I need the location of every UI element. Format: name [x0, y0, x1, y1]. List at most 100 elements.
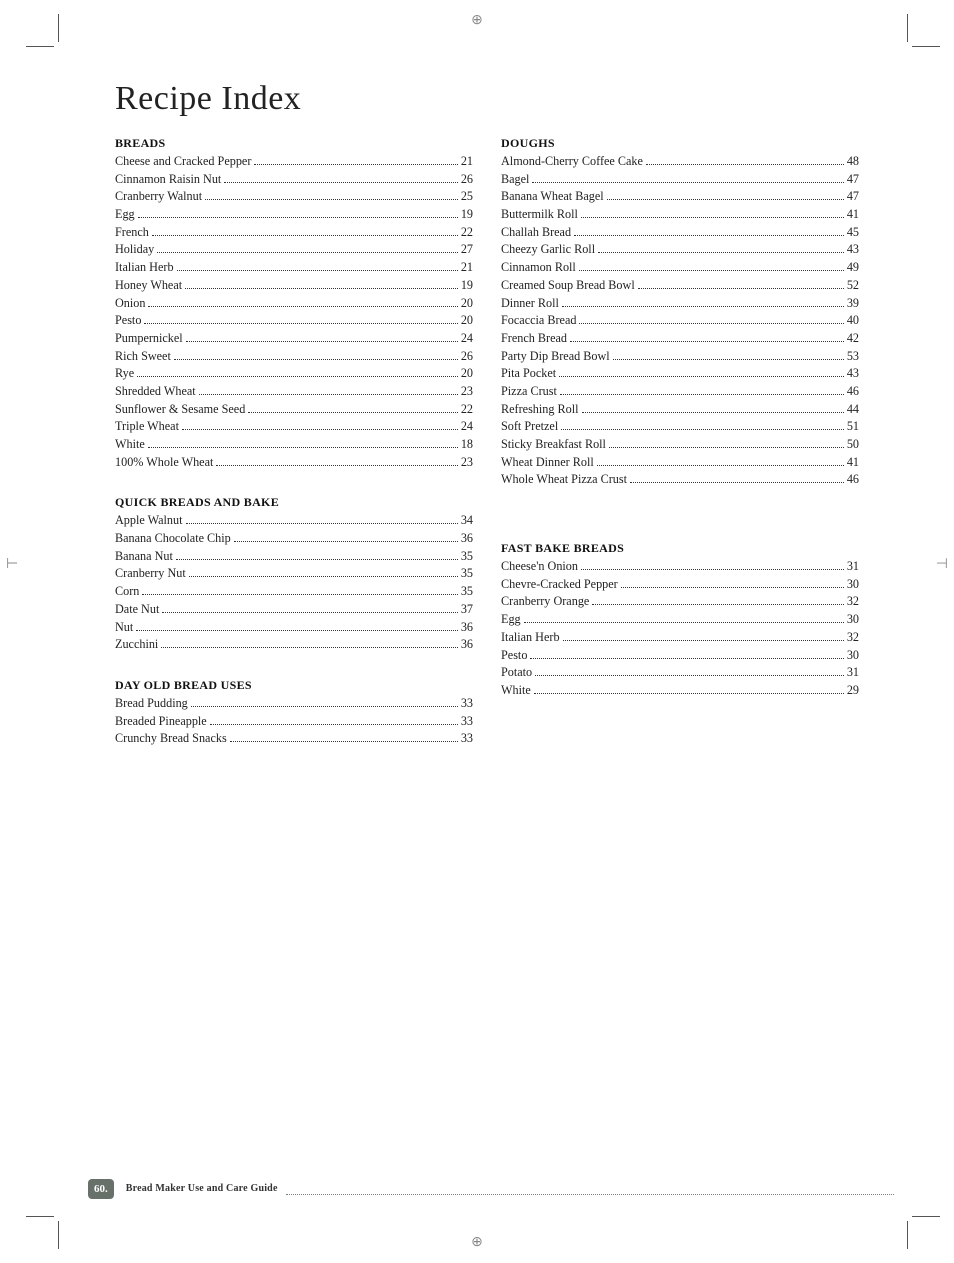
entry-page: 23 — [461, 383, 473, 401]
index-entry: Bagel47 — [501, 171, 859, 189]
entry-page: 41 — [847, 454, 859, 472]
index-entry: Cheese'n Onion31 — [501, 558, 859, 576]
entry-label: Pesto — [115, 312, 141, 330]
leader-dots — [582, 412, 844, 413]
entry-label: White — [501, 682, 531, 700]
leader-dots — [182, 429, 458, 430]
entry-label: Cranberry Walnut — [115, 188, 202, 206]
index-entry: Egg19 — [115, 206, 473, 224]
index-entry: Cheese and Cracked Pepper21 — [115, 153, 473, 171]
index-entry: Rye20 — [115, 365, 473, 383]
leader-dots — [189, 576, 458, 577]
entry-page: 36 — [461, 530, 473, 548]
page-footer: 60. Bread Maker Use and Care Guide — [88, 1179, 894, 1199]
entry-page: 35 — [461, 583, 473, 601]
entry-page: 20 — [461, 312, 473, 330]
index-entry: Banana Wheat Bagel47 — [501, 188, 859, 206]
entry-label: French Bread — [501, 330, 567, 348]
entry-page: 18 — [461, 436, 473, 454]
leader-dots — [534, 693, 844, 694]
leader-dots — [524, 622, 844, 623]
leader-dots — [186, 523, 458, 524]
index-entry: Italian Herb 32 — [501, 629, 859, 647]
entry-page: 30 — [847, 647, 859, 665]
index-entry: Refreshing Roll44 — [501, 401, 859, 419]
right-column: DOUGHSAlmond-Cherry Coffee Cake48Bagel47… — [501, 136, 859, 748]
leader-dots — [248, 412, 457, 413]
index-entry: 100% Whole Wheat23 — [115, 454, 473, 472]
entry-label: Creamed Soup Bread Bowl — [501, 277, 635, 295]
leader-dots — [535, 675, 844, 676]
entry-label: Nut — [115, 619, 133, 637]
leader-dots — [216, 465, 457, 466]
crop-mark — [902, 1211, 930, 1239]
leader-dots — [185, 288, 458, 289]
entry-label: Focaccia Bread — [501, 312, 576, 330]
entry-page: 34 — [461, 512, 473, 530]
entry-label: Potato — [501, 664, 532, 682]
leader-dots — [230, 741, 458, 742]
entry-label: Date Nut — [115, 601, 159, 619]
entry-label: Banana Wheat Bagel — [501, 188, 604, 206]
index-entry: Nut 36 — [115, 619, 473, 637]
index-entry: Potato31 — [501, 664, 859, 682]
entry-label: Cinnamon Raisin Nut — [115, 171, 221, 189]
entry-page: 20 — [461, 295, 473, 313]
index-entry: Pita Pocket43 — [501, 365, 859, 383]
leader-dots — [559, 376, 844, 377]
entry-label: Pita Pocket — [501, 365, 556, 383]
entry-page: 41 — [847, 206, 859, 224]
leader-dots — [579, 323, 843, 324]
leader-dots — [609, 447, 844, 448]
leader-dots — [630, 482, 844, 483]
entry-page: 19 — [461, 206, 473, 224]
entry-label: Triple Wheat — [115, 418, 179, 436]
leader-dots — [224, 182, 458, 183]
leader-dots — [254, 164, 457, 165]
index-entry: Banana Nut35 — [115, 548, 473, 566]
leader-dots — [234, 541, 458, 542]
entry-label: Breaded Pineapple — [115, 713, 207, 731]
leader-dots — [597, 465, 844, 466]
leader-dots — [613, 359, 844, 360]
entry-label: Challah Bread — [501, 224, 571, 242]
index-entry: Pesto 20 — [115, 312, 473, 330]
registration-mark: ⊢ — [6, 556, 18, 573]
entry-label: Bread Pudding — [115, 695, 188, 713]
leader-dots — [621, 587, 844, 588]
leader-dots — [142, 594, 457, 595]
entry-page: 32 — [847, 593, 859, 611]
entry-page: 32 — [847, 629, 859, 647]
footer-block: Bread Maker Use and Care Guide — [126, 1183, 894, 1195]
entry-page: 36 — [461, 619, 473, 637]
entry-label: French — [115, 224, 149, 242]
index-entry: Party Dip Bread Bowl53 — [501, 348, 859, 366]
index-entry: Crunchy Bread Snacks33 — [115, 730, 473, 748]
index-entry: Onion 20 — [115, 295, 473, 313]
entry-label: Italian Herb — [115, 259, 174, 277]
entry-label: Sticky Breakfast Roll — [501, 436, 606, 454]
entry-label: Pumpernickel — [115, 330, 183, 348]
entry-page: 31 — [847, 558, 859, 576]
entry-label: Banana Nut — [115, 548, 173, 566]
entry-page: 45 — [847, 224, 859, 242]
entry-label: Wheat Dinner Roll — [501, 454, 594, 472]
index-entry: Italian Herb21 — [115, 259, 473, 277]
entry-label: Italian Herb — [501, 629, 560, 647]
index-entry: Cranberry Nut35 — [115, 565, 473, 583]
crop-mark — [36, 24, 64, 52]
index-entry: Shredded Wheat23 — [115, 383, 473, 401]
entry-page: 20 — [461, 365, 473, 383]
entry-label: Onion — [115, 295, 145, 313]
entry-page: 40 — [847, 312, 859, 330]
leader-dots — [574, 235, 844, 236]
leader-dots — [598, 252, 844, 253]
page-title: Recipe Index — [115, 80, 859, 118]
leader-dots — [137, 376, 458, 377]
leader-dots — [532, 182, 843, 183]
index-entry: Focaccia Bread 40 — [501, 312, 859, 330]
entry-label: Egg — [501, 611, 521, 629]
entry-page: 43 — [847, 241, 859, 259]
leader-dots — [161, 647, 457, 648]
index-entry: Apple Walnut34 — [115, 512, 473, 530]
